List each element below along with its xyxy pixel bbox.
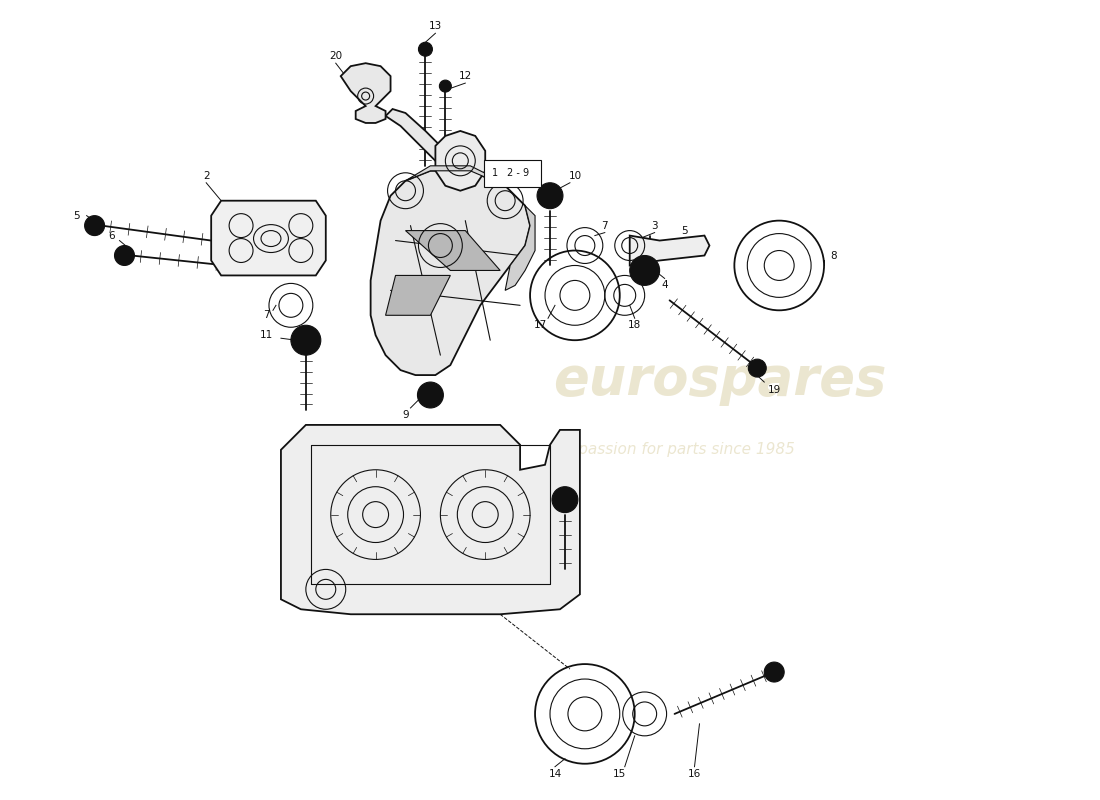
Polygon shape bbox=[505, 206, 535, 290]
Polygon shape bbox=[629, 235, 710, 266]
Circle shape bbox=[537, 182, 563, 209]
Circle shape bbox=[290, 326, 321, 355]
Polygon shape bbox=[211, 201, 326, 275]
Circle shape bbox=[418, 382, 443, 408]
Polygon shape bbox=[436, 131, 485, 190]
Polygon shape bbox=[371, 170, 530, 375]
Polygon shape bbox=[280, 425, 580, 614]
Text: 15: 15 bbox=[613, 769, 626, 778]
Text: a passion for parts since 1985: a passion for parts since 1985 bbox=[564, 442, 795, 458]
FancyBboxPatch shape bbox=[484, 160, 541, 186]
Text: 14: 14 bbox=[549, 769, 562, 778]
Text: 7: 7 bbox=[602, 221, 608, 230]
Circle shape bbox=[85, 216, 104, 235]
Text: 17: 17 bbox=[534, 320, 547, 330]
Polygon shape bbox=[406, 230, 500, 270]
Circle shape bbox=[114, 246, 134, 266]
Text: 5: 5 bbox=[74, 210, 80, 221]
Text: 1: 1 bbox=[492, 168, 498, 178]
Text: 4: 4 bbox=[661, 280, 668, 290]
Circle shape bbox=[629, 255, 660, 286]
Text: 16: 16 bbox=[688, 769, 701, 778]
Text: 2 - 9: 2 - 9 bbox=[507, 168, 529, 178]
Text: 8: 8 bbox=[830, 250, 837, 261]
Text: 5: 5 bbox=[681, 226, 688, 235]
Text: 18: 18 bbox=[628, 320, 641, 330]
Polygon shape bbox=[341, 63, 390, 123]
Text: 13: 13 bbox=[429, 22, 442, 31]
Text: 20: 20 bbox=[329, 51, 342, 61]
Text: 12: 12 bbox=[459, 71, 472, 81]
Text: 9: 9 bbox=[403, 410, 409, 420]
Text: 2: 2 bbox=[202, 170, 209, 181]
Circle shape bbox=[748, 359, 767, 377]
Text: 11: 11 bbox=[260, 330, 273, 340]
Text: 3: 3 bbox=[651, 221, 658, 230]
Circle shape bbox=[552, 486, 578, 513]
Circle shape bbox=[764, 662, 784, 682]
Text: 7: 7 bbox=[263, 310, 270, 320]
Text: 6: 6 bbox=[108, 230, 114, 241]
Text: eurospares: eurospares bbox=[552, 354, 887, 406]
Text: 19: 19 bbox=[768, 385, 781, 395]
Polygon shape bbox=[386, 275, 450, 315]
Polygon shape bbox=[386, 109, 471, 176]
Polygon shape bbox=[406, 166, 505, 186]
Text: 10: 10 bbox=[569, 170, 582, 181]
Circle shape bbox=[439, 80, 451, 92]
Circle shape bbox=[418, 42, 432, 56]
